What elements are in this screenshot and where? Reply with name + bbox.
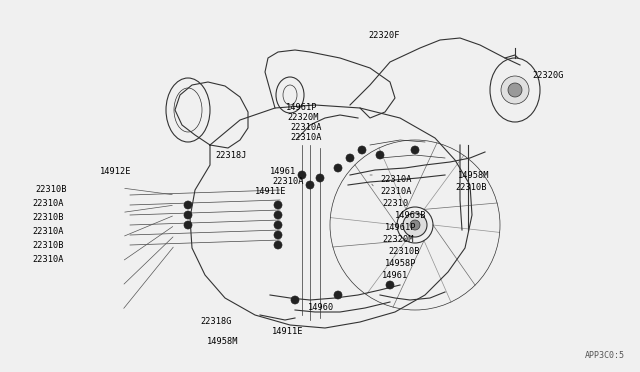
Text: 22310A: 22310A [32, 228, 63, 237]
Circle shape [316, 174, 324, 182]
Text: 22310A: 22310A [380, 187, 412, 196]
Text: 22310A: 22310A [32, 199, 63, 208]
Circle shape [274, 241, 282, 249]
Circle shape [403, 213, 427, 237]
Text: 22310A: 22310A [380, 176, 412, 185]
Text: 14958M: 14958M [458, 170, 490, 180]
Text: 22310A: 22310A [290, 134, 321, 142]
Text: 14912E: 14912E [100, 167, 131, 176]
Circle shape [274, 211, 282, 219]
Text: 22320F: 22320F [368, 31, 399, 39]
Text: 14961: 14961 [382, 272, 408, 280]
Circle shape [184, 221, 192, 229]
Circle shape [274, 231, 282, 239]
Circle shape [334, 164, 342, 172]
Text: 14958M: 14958M [207, 337, 239, 346]
Circle shape [184, 211, 192, 219]
Circle shape [291, 296, 299, 304]
Text: 14961P: 14961P [385, 224, 417, 232]
Text: 22320M: 22320M [382, 235, 413, 244]
Text: 14911E: 14911E [255, 187, 287, 196]
Text: 22318G: 22318G [200, 317, 232, 327]
Circle shape [376, 151, 384, 159]
Text: 14961P: 14961P [286, 103, 317, 112]
Circle shape [410, 220, 420, 230]
Text: 14963B: 14963B [395, 212, 426, 221]
Circle shape [386, 281, 394, 289]
Text: 22310: 22310 [382, 199, 408, 208]
Circle shape [274, 201, 282, 209]
Text: 14960: 14960 [308, 304, 334, 312]
Text: 22318J: 22318J [215, 151, 246, 160]
Circle shape [358, 146, 366, 154]
Circle shape [298, 171, 306, 179]
Circle shape [184, 201, 192, 209]
Text: 22320M: 22320M [287, 113, 319, 122]
Circle shape [334, 291, 342, 299]
Text: 22310B: 22310B [388, 247, 419, 257]
Circle shape [306, 181, 314, 189]
Text: APP3C0:5: APP3C0:5 [585, 351, 625, 360]
Circle shape [346, 154, 354, 162]
Text: 22310A: 22310A [32, 256, 63, 264]
Text: 22310B: 22310B [32, 214, 63, 222]
Text: 14958P: 14958P [385, 260, 417, 269]
Text: 22310A: 22310A [290, 124, 321, 132]
Text: 22320G: 22320G [532, 71, 563, 80]
Circle shape [508, 83, 522, 97]
Circle shape [274, 221, 282, 229]
Text: 22310B: 22310B [455, 183, 486, 192]
Text: 14911E: 14911E [272, 327, 303, 337]
Circle shape [411, 146, 419, 154]
Circle shape [501, 76, 529, 104]
Text: 22310B: 22310B [35, 186, 67, 195]
Text: 22310A: 22310A [272, 177, 303, 186]
Text: 14961: 14961 [270, 167, 296, 176]
Text: 22310B: 22310B [32, 241, 63, 250]
